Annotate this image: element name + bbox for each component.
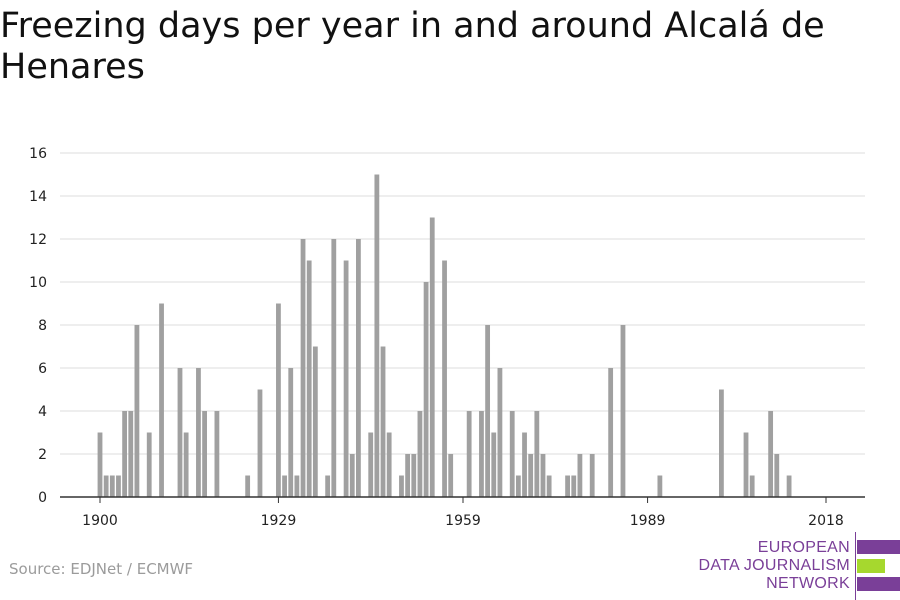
bar-1947	[386, 432, 392, 497]
bar-2010	[774, 454, 780, 497]
bar-1926	[257, 389, 263, 497]
bar-2001	[719, 389, 724, 497]
bar-1929	[276, 303, 281, 497]
x-tick-label: 1989	[630, 513, 666, 529]
bar-1905	[128, 411, 134, 497]
bar-1963	[485, 325, 491, 497]
bar-1917	[202, 411, 207, 497]
y-tick-label: 16	[29, 146, 47, 162]
y-tick-label: 6	[38, 361, 47, 377]
x-tick-label: 1959	[445, 513, 481, 529]
bar-1949	[399, 475, 404, 497]
bar-1950	[405, 454, 411, 497]
bar-1938	[331, 239, 337, 497]
bar-1976	[565, 475, 570, 497]
bar-1954	[429, 217, 435, 497]
bar-1906	[134, 325, 140, 497]
source-note: Source: EDJNet / ECMWF	[9, 560, 194, 578]
bar-1903	[116, 475, 121, 497]
y-tick-label: 4	[38, 404, 47, 420]
bar-1937	[325, 475, 331, 497]
gridlines	[60, 152, 865, 455]
bar-1953	[423, 282, 429, 497]
bar-1933	[300, 239, 306, 497]
bar-1916	[196, 368, 201, 497]
y-axis-ticks: 0 2 4 6 8 10 12 14 16	[29, 146, 47, 506]
bar-1904	[122, 411, 128, 497]
bar-1910	[159, 303, 164, 497]
bar-1941	[349, 454, 355, 497]
bar-1944	[368, 432, 374, 497]
bar-1952	[417, 411, 423, 497]
bar-1919	[214, 411, 220, 497]
bar-1970	[528, 454, 534, 497]
bar-1914	[183, 432, 189, 497]
bar-1932	[294, 475, 300, 497]
bar-1946	[380, 346, 386, 497]
chart-title: Freezing days per year in and around Alc…	[0, 6, 825, 87]
logo-bar-bottom	[857, 577, 900, 591]
bar-1901	[103, 475, 109, 497]
bar-1957	[448, 454, 454, 497]
bar-1972	[540, 454, 546, 497]
logo-text-line2: DATA JOURNALISM	[698, 557, 850, 574]
edjnet-logo: EUROPEAN DATA JOURNALISM NETWORK	[698, 532, 900, 600]
bar-1977	[571, 475, 577, 497]
bar-1964	[491, 432, 497, 497]
bar-1965	[497, 368, 503, 497]
bar-1960	[466, 411, 472, 497]
y-tick-label: 0	[38, 490, 47, 506]
bar-1930	[282, 475, 287, 497]
bar-1983	[608, 368, 614, 497]
bars	[97, 174, 792, 497]
logo-bar-middle	[857, 559, 885, 573]
bar-1980	[589, 454, 595, 497]
bar-2005	[743, 432, 749, 497]
bar-1985	[620, 325, 626, 497]
logo-divider	[855, 532, 856, 600]
logo-text-line3: NETWORK	[766, 575, 850, 592]
y-tick-label: 10	[29, 275, 47, 291]
logo-bar-top	[857, 540, 900, 554]
bar-2006	[749, 475, 755, 497]
y-tick-label: 8	[38, 318, 47, 334]
bar-1913	[177, 368, 183, 497]
y-tick-label: 2	[38, 447, 47, 463]
bar-2012	[786, 475, 792, 497]
bar-1942	[356, 239, 361, 497]
bar-2009	[768, 411, 774, 497]
bar-1934	[306, 260, 312, 497]
x-tick-label: 1900	[82, 513, 118, 529]
bar-1968	[515, 475, 521, 497]
bar-1956	[442, 260, 447, 497]
logo-text-line1: EUROPEAN	[757, 539, 850, 556]
x-axis-ticks: 1900 1929 1959 1989 2018	[82, 497, 844, 529]
bar-1991	[657, 475, 663, 497]
x-tick-label: 1929	[261, 513, 297, 529]
bar-1940	[343, 260, 349, 497]
bar-1902	[109, 475, 115, 497]
bar-1908	[146, 432, 152, 497]
bar-1978	[577, 454, 583, 497]
bar-1935	[312, 346, 318, 497]
bar-1962	[479, 411, 484, 497]
y-tick-label: 12	[29, 232, 47, 248]
y-tick-label: 14	[29, 189, 47, 205]
bar-1967	[509, 411, 515, 497]
bar-1924	[245, 475, 251, 497]
bar-1951	[411, 454, 417, 497]
bar-1945	[374, 174, 380, 497]
bar-1971	[534, 411, 540, 497]
bar-1900	[97, 432, 103, 497]
bar-1969	[522, 432, 527, 497]
x-tick-label: 2018	[808, 513, 844, 529]
bar-1973	[546, 475, 552, 497]
bar-1931	[288, 368, 294, 497]
